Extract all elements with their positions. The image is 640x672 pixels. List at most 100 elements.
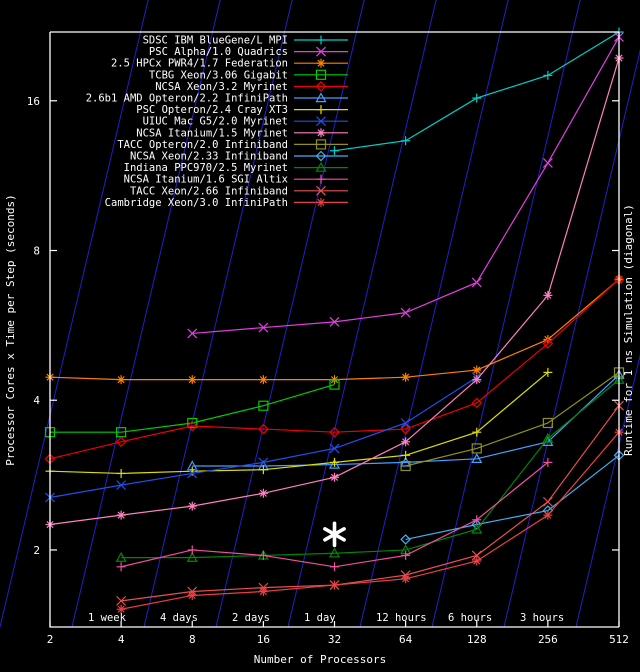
diagonal-label: 2 days (232, 612, 270, 624)
data-point-marker (258, 423, 269, 435)
data-point-marker (329, 316, 340, 327)
data-point-marker (328, 458, 341, 469)
data-point-marker (402, 438, 410, 446)
series-line (405, 371, 620, 467)
y-tick-label: 2 (33, 544, 40, 557)
legend-label: Indiana PPC970/2.5 Myrinet (124, 162, 288, 174)
highlight-marker (323, 521, 346, 548)
data-point-marker (400, 460, 411, 472)
legend-label: NCSA Xeon/2.33 Infiniband (130, 151, 288, 163)
series-line (121, 379, 620, 559)
data-point-marker (315, 161, 327, 172)
data-point-marker (259, 376, 267, 384)
x-tick-label: 8 (189, 633, 196, 646)
x-tick-label: 512 (609, 633, 629, 646)
data-point-marker (542, 496, 553, 507)
data-point-marker (402, 373, 410, 381)
data-point-marker (258, 322, 269, 333)
legend-label: TACC Xeon/2.66 Infiniband (130, 185, 288, 197)
diagonal-label: 4 days (160, 612, 198, 624)
data-point-marker (473, 557, 481, 565)
data-point-marker (187, 328, 198, 339)
legend-label: TACC Opteron/2.0 Infiniband (117, 139, 288, 151)
y-tick-label: 16 (27, 95, 40, 108)
y-tick-label: 8 (33, 245, 40, 258)
x-tick-label: 2 (47, 633, 54, 646)
data-point-marker (316, 46, 326, 57)
x-tick-label: 4 (118, 633, 125, 646)
diagonal-label: 6 hours (448, 612, 492, 624)
data-point-marker (317, 129, 325, 137)
data-point-marker (116, 595, 127, 606)
data-point-marker (117, 511, 125, 519)
x-tick-label: 64 (399, 633, 413, 646)
data-point-marker (316, 185, 326, 196)
data-point-marker (187, 468, 198, 479)
data-point-marker (400, 418, 411, 428)
data-point-marker (471, 397, 483, 409)
legend-label: PSC Opteron/2.4 Cray XT3 (136, 104, 288, 116)
axis-titles: Number of Processors Processor Cores x Ti… (4, 194, 635, 666)
data-point-marker (315, 150, 327, 162)
data-point-marker (400, 534, 411, 545)
series-lines (44, 27, 625, 614)
legend-label: PSC Alpha/1.0 Quadrics (149, 46, 288, 58)
data-point-marker (473, 366, 481, 374)
diagonal-line (71, 0, 221, 628)
x-axis-title: Number of Processors (254, 653, 386, 666)
data-point-marker (258, 400, 269, 411)
data-point-marker (186, 551, 198, 562)
data-point-marker (330, 581, 339, 589)
data-point-marker (471, 277, 482, 288)
x-tick-label: 16 (257, 633, 270, 646)
legend-label: Cambridge Xeon/3.0 InfiniPath (105, 197, 288, 209)
legend-label: 2.6b1 AMD Opteron/2.2 InfiniPath (86, 93, 288, 105)
data-point-marker (115, 551, 127, 562)
diagonal-line (287, 0, 437, 628)
data-point-marker (400, 307, 411, 318)
data-point-marker (544, 291, 552, 299)
data-point-marker (186, 420, 198, 432)
legend-label: UIUC Mac G5/2.0 Myrinet (143, 116, 288, 128)
legend-label: NCSA Itanium/1.5 Myrinet (136, 127, 288, 139)
data-point-marker (330, 473, 339, 481)
legend-label: SDSC IBM BlueGene/L MPI (143, 35, 288, 47)
x-tick-label: 256 (538, 633, 558, 646)
diagonal-line (575, 353, 640, 628)
series-line (405, 454, 620, 541)
data-point-marker (402, 575, 410, 583)
data-point-marker (328, 547, 341, 558)
data-point-marker (542, 158, 553, 168)
data-point-marker (329, 379, 340, 390)
diagonal-line (431, 0, 581, 628)
data-point-marker (259, 587, 267, 596)
diagonal-line (503, 49, 640, 628)
legend-label: NCSA Xeon/3.2 Myrinet (155, 81, 288, 93)
series-line (121, 405, 620, 602)
series-line (49, 371, 549, 475)
data-point-marker (188, 376, 196, 384)
data-point-marker (471, 443, 482, 454)
series-line (121, 431, 620, 610)
data-point-marker (329, 443, 340, 454)
data-point-marker (317, 59, 325, 67)
data-point-marker (542, 432, 554, 443)
data-point-marker (315, 69, 327, 80)
diagonal-label: 12 hours (376, 612, 427, 624)
legend-label: 2.5 HPCx PWR4/1.7 Federation (111, 58, 288, 70)
data-point-marker (471, 523, 483, 534)
diagonal-labels: 1 week 4 days 2 days 1 day 12 hours 6 hours 3 … (88, 612, 564, 624)
data-point-marker (471, 453, 483, 464)
y-axis-title: Processor Cores x Time per Step (seconds… (4, 194, 17, 466)
data-point-marker (317, 198, 325, 206)
data-point-marker (315, 139, 327, 150)
data-point-marker (316, 116, 326, 127)
data-point-marker (117, 376, 125, 384)
data-point-marker (258, 457, 269, 468)
data-point-marker (544, 511, 552, 519)
legend-label: TCBG Xeon/3.06 Gigabit (149, 69, 288, 81)
